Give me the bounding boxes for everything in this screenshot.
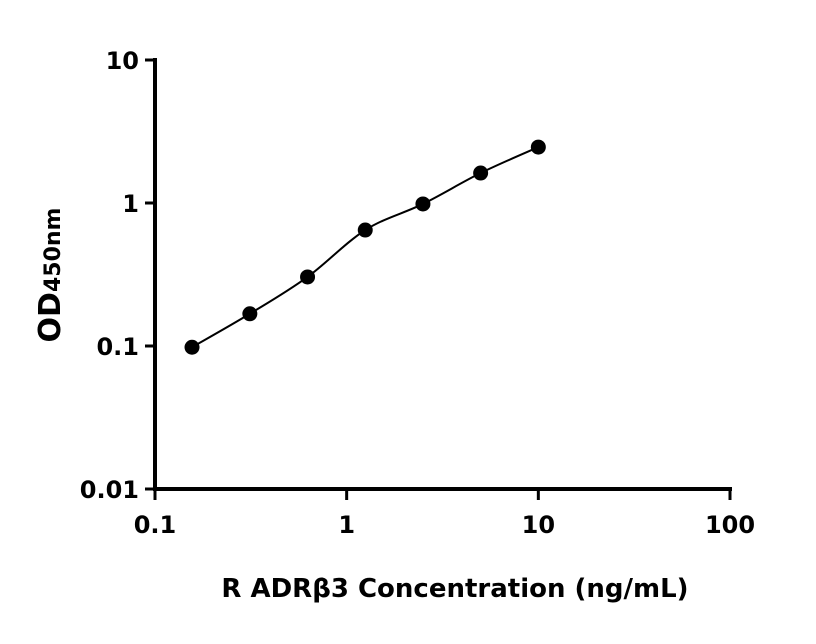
x-axis-label: R ADRβ3 Concentration (ng/mL) <box>221 574 688 604</box>
y-tick-label: 1 <box>122 190 139 218</box>
x-tick-label: 10 <box>522 511 555 539</box>
data-point <box>184 339 200 355</box>
x-ticks: 0.1 1 10 100 <box>134 489 755 539</box>
x-tick-label: 1 <box>338 511 355 539</box>
data-point <box>242 306 258 322</box>
y-axis-label-main: OD <box>33 292 68 342</box>
y-tick-label: 10 <box>106 47 139 75</box>
y-axis-label-sub: 450nm <box>41 208 66 293</box>
y-ticks: 0.01 0.1 1 10 <box>80 47 155 504</box>
data-point <box>357 222 373 238</box>
data-point <box>473 165 489 181</box>
data-points <box>184 139 546 355</box>
y-axis-label: OD450nm <box>33 208 68 343</box>
data-point <box>530 139 546 155</box>
data-point <box>415 196 431 212</box>
y-tick-label: 0.1 <box>96 333 139 361</box>
data-point <box>300 269 316 285</box>
y-tick-label: 0.01 <box>80 476 139 504</box>
x-tick-label: 0.1 <box>134 511 177 539</box>
x-tick-label: 100 <box>705 511 755 539</box>
